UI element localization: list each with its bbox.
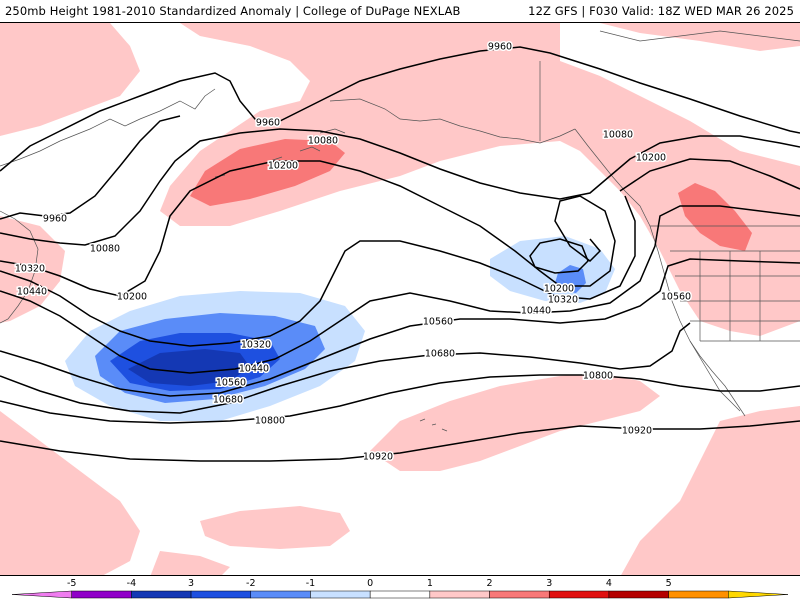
colorbar-segment	[190, 590, 252, 599]
contour-label: 10320	[548, 295, 578, 306]
contour-label: 10920	[622, 426, 652, 437]
colorbar-tick-label: 1	[427, 578, 433, 589]
contour-label: 10440	[17, 287, 47, 298]
colorbar-segment	[131, 590, 192, 599]
us-states-grid	[670, 250, 800, 342]
contour-label: 10440	[521, 306, 551, 317]
coast-russia-east	[0, 88, 216, 167]
contour-label: 10560	[423, 317, 453, 328]
colorbar-tick-label: 3	[188, 578, 194, 589]
contour-10200-east	[619, 158, 800, 192]
contour-10200	[0, 160, 616, 297]
contour-label: 9960	[256, 118, 280, 129]
chart-title: 250mb Height 1981-2010 Standardized Anom…	[5, 4, 461, 18]
colorbar-segment	[71, 590, 132, 599]
map-canvas: 9960 9960 9960 10080 10080 10080 10200 10200 102…	[0, 23, 800, 575]
anomaly-pos1-southwest	[0, 411, 140, 575]
anomaly-colorbar: -5 -4 3 -2 -1 0 1 2 3 4 5	[0, 576, 800, 600]
colorbar-tick-label: -1	[306, 578, 315, 589]
contour-label: 10320	[15, 264, 45, 275]
contour-label: 10680	[213, 395, 243, 406]
contour-label: 10800	[255, 416, 285, 427]
contour-label: 10080	[90, 244, 120, 255]
colorbar-segment	[250, 590, 311, 599]
colorbar-tick-label: 0	[367, 578, 373, 589]
colorbar-segment	[728, 590, 789, 599]
colorbar-tick-label: 4	[606, 578, 612, 589]
coast-kamchatka	[0, 210, 39, 324]
coastlines	[0, 30, 800, 432]
contour-label: 9960	[43, 214, 67, 225]
contour-10080	[0, 128, 800, 246]
colorbar-tick-label: -2	[246, 578, 255, 589]
contour-label: 10560	[661, 292, 691, 303]
colorbar-segment	[608, 590, 669, 599]
anomaly-pos2-gulf-alaska	[190, 139, 345, 206]
positive-anomaly-core	[190, 139, 752, 251]
colorbar-segment	[11, 590, 72, 599]
anomaly-pos1-southeast	[621, 406, 800, 575]
contour-label: 9960	[488, 42, 512, 53]
colorbar-segment	[310, 590, 371, 599]
map-panel: 9960 9960 9960 10080 10080 10080 10200 10200 102…	[0, 22, 800, 576]
contour-label: 10200	[268, 161, 298, 172]
model-run-info: 12Z GFS | F030 Valid: 18Z WED MAR 26 202…	[528, 4, 794, 18]
contour-label: 10080	[603, 130, 633, 141]
contour-label: 10560	[216, 378, 246, 389]
contour-10560	[0, 258, 800, 397]
contour-label: 10800	[583, 371, 613, 382]
coast-arctic	[599, 30, 800, 42]
height-contours	[0, 46, 800, 462]
contour-10800	[0, 374, 800, 424]
contour-10440	[0, 205, 800, 374]
colorbar-segment	[369, 590, 431, 599]
hawaii-islands	[419, 418, 448, 432]
contour-9960-b	[0, 115, 181, 220]
contour-10680	[0, 322, 691, 414]
contour-label: 10200	[636, 153, 666, 164]
colorbar-segment	[668, 590, 729, 599]
colorbar-segment	[548, 590, 610, 599]
colorbar-tick-label: 3	[546, 578, 552, 589]
contour-10320	[0, 195, 636, 347]
coast-alaska	[329, 98, 576, 144]
colorbar-tick-label: 2	[487, 578, 493, 589]
anomaly-pos2-rockies	[678, 183, 752, 251]
colorbar-segment	[429, 590, 490, 599]
contour-label: 10080	[308, 136, 338, 147]
title-bar: 250mb Height 1981-2010 Standardized Anom…	[0, 0, 800, 22]
colorbar-tick-label: -5	[67, 578, 76, 589]
contour-9960-a	[0, 46, 800, 172]
contour-10920	[0, 420, 800, 462]
anomaly-pos1-northwest	[0, 23, 140, 136]
anomaly-neg4-central	[128, 349, 250, 386]
anomaly-pos1-lower	[150, 551, 230, 575]
contour-label: 10920	[363, 452, 393, 463]
anomaly-pos1-south-blob	[200, 506, 350, 549]
contour-label: 10320	[241, 340, 271, 351]
contour-label: 10440	[239, 364, 269, 375]
contour-label: 10200	[117, 292, 147, 303]
colorbar-tick-label: -4	[127, 578, 136, 589]
colorbar-svg: -5 -4 3 -2 -1 0 1 2 3 4 5	[11, 578, 789, 599]
contour-labels: 9960 9960 9960 10080 10080 10080 10200 10200 102…	[13, 40, 692, 464]
coast-baja	[689, 340, 746, 417]
contour-label: 10200	[544, 284, 574, 295]
coast-aleutians	[214, 128, 346, 178]
anomaly-pos1-east-strip	[600, 23, 800, 51]
contour-label: 10680	[425, 349, 455, 360]
coast-canada-west	[574, 128, 741, 412]
colorbar-segment	[489, 590, 550, 599]
colorbar-tick-label: 5	[666, 578, 672, 589]
contour-10320-ring	[529, 238, 589, 274]
